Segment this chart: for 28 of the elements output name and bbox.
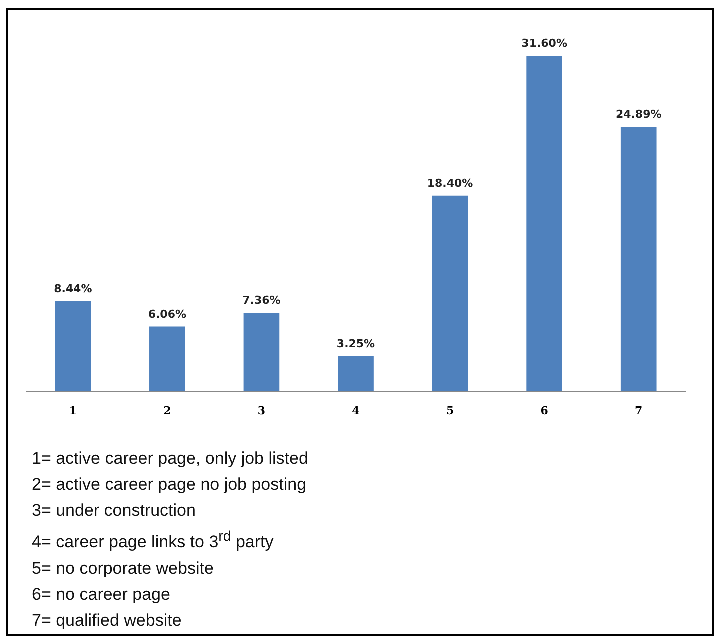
x-tick-label: 1 [69,404,77,418]
x-tick-label: 7 [635,404,643,418]
text: 4= career page links to 3$^{rd}$ party [32,528,275,554]
data-label: 18.40% [427,176,474,190]
text: 7= qualified website [32,610,183,632]
data-label: 24.89% [616,108,662,122]
data-label: 3.25% [336,338,376,351]
text: 2= active career page no job posting [32,474,308,496]
data-label: 8.44% [54,282,92,296]
bar [620,127,657,391]
data-label: 7.36% [242,294,281,307]
bar [244,312,280,391]
bar [338,356,374,391]
bar [432,196,468,391]
x-tick-label: 6 [540,404,549,418]
x-tick-label: 5 [446,404,454,418]
bar [55,302,92,391]
x-tick-label: 2 [164,404,172,418]
text: 1= active career page, only job listed [32,448,308,470]
x-tick-label: 4 [352,404,360,418]
data-label: 6.06% [148,308,187,321]
data-label: 31.60% [522,37,568,50]
bar [150,326,186,391]
text: 6= no career page [32,584,172,606]
text: 5= no corporate website [32,558,215,580]
x-tick-label: 3 [258,404,266,418]
bar [526,56,562,391]
text: 3= under construction [32,500,197,522]
